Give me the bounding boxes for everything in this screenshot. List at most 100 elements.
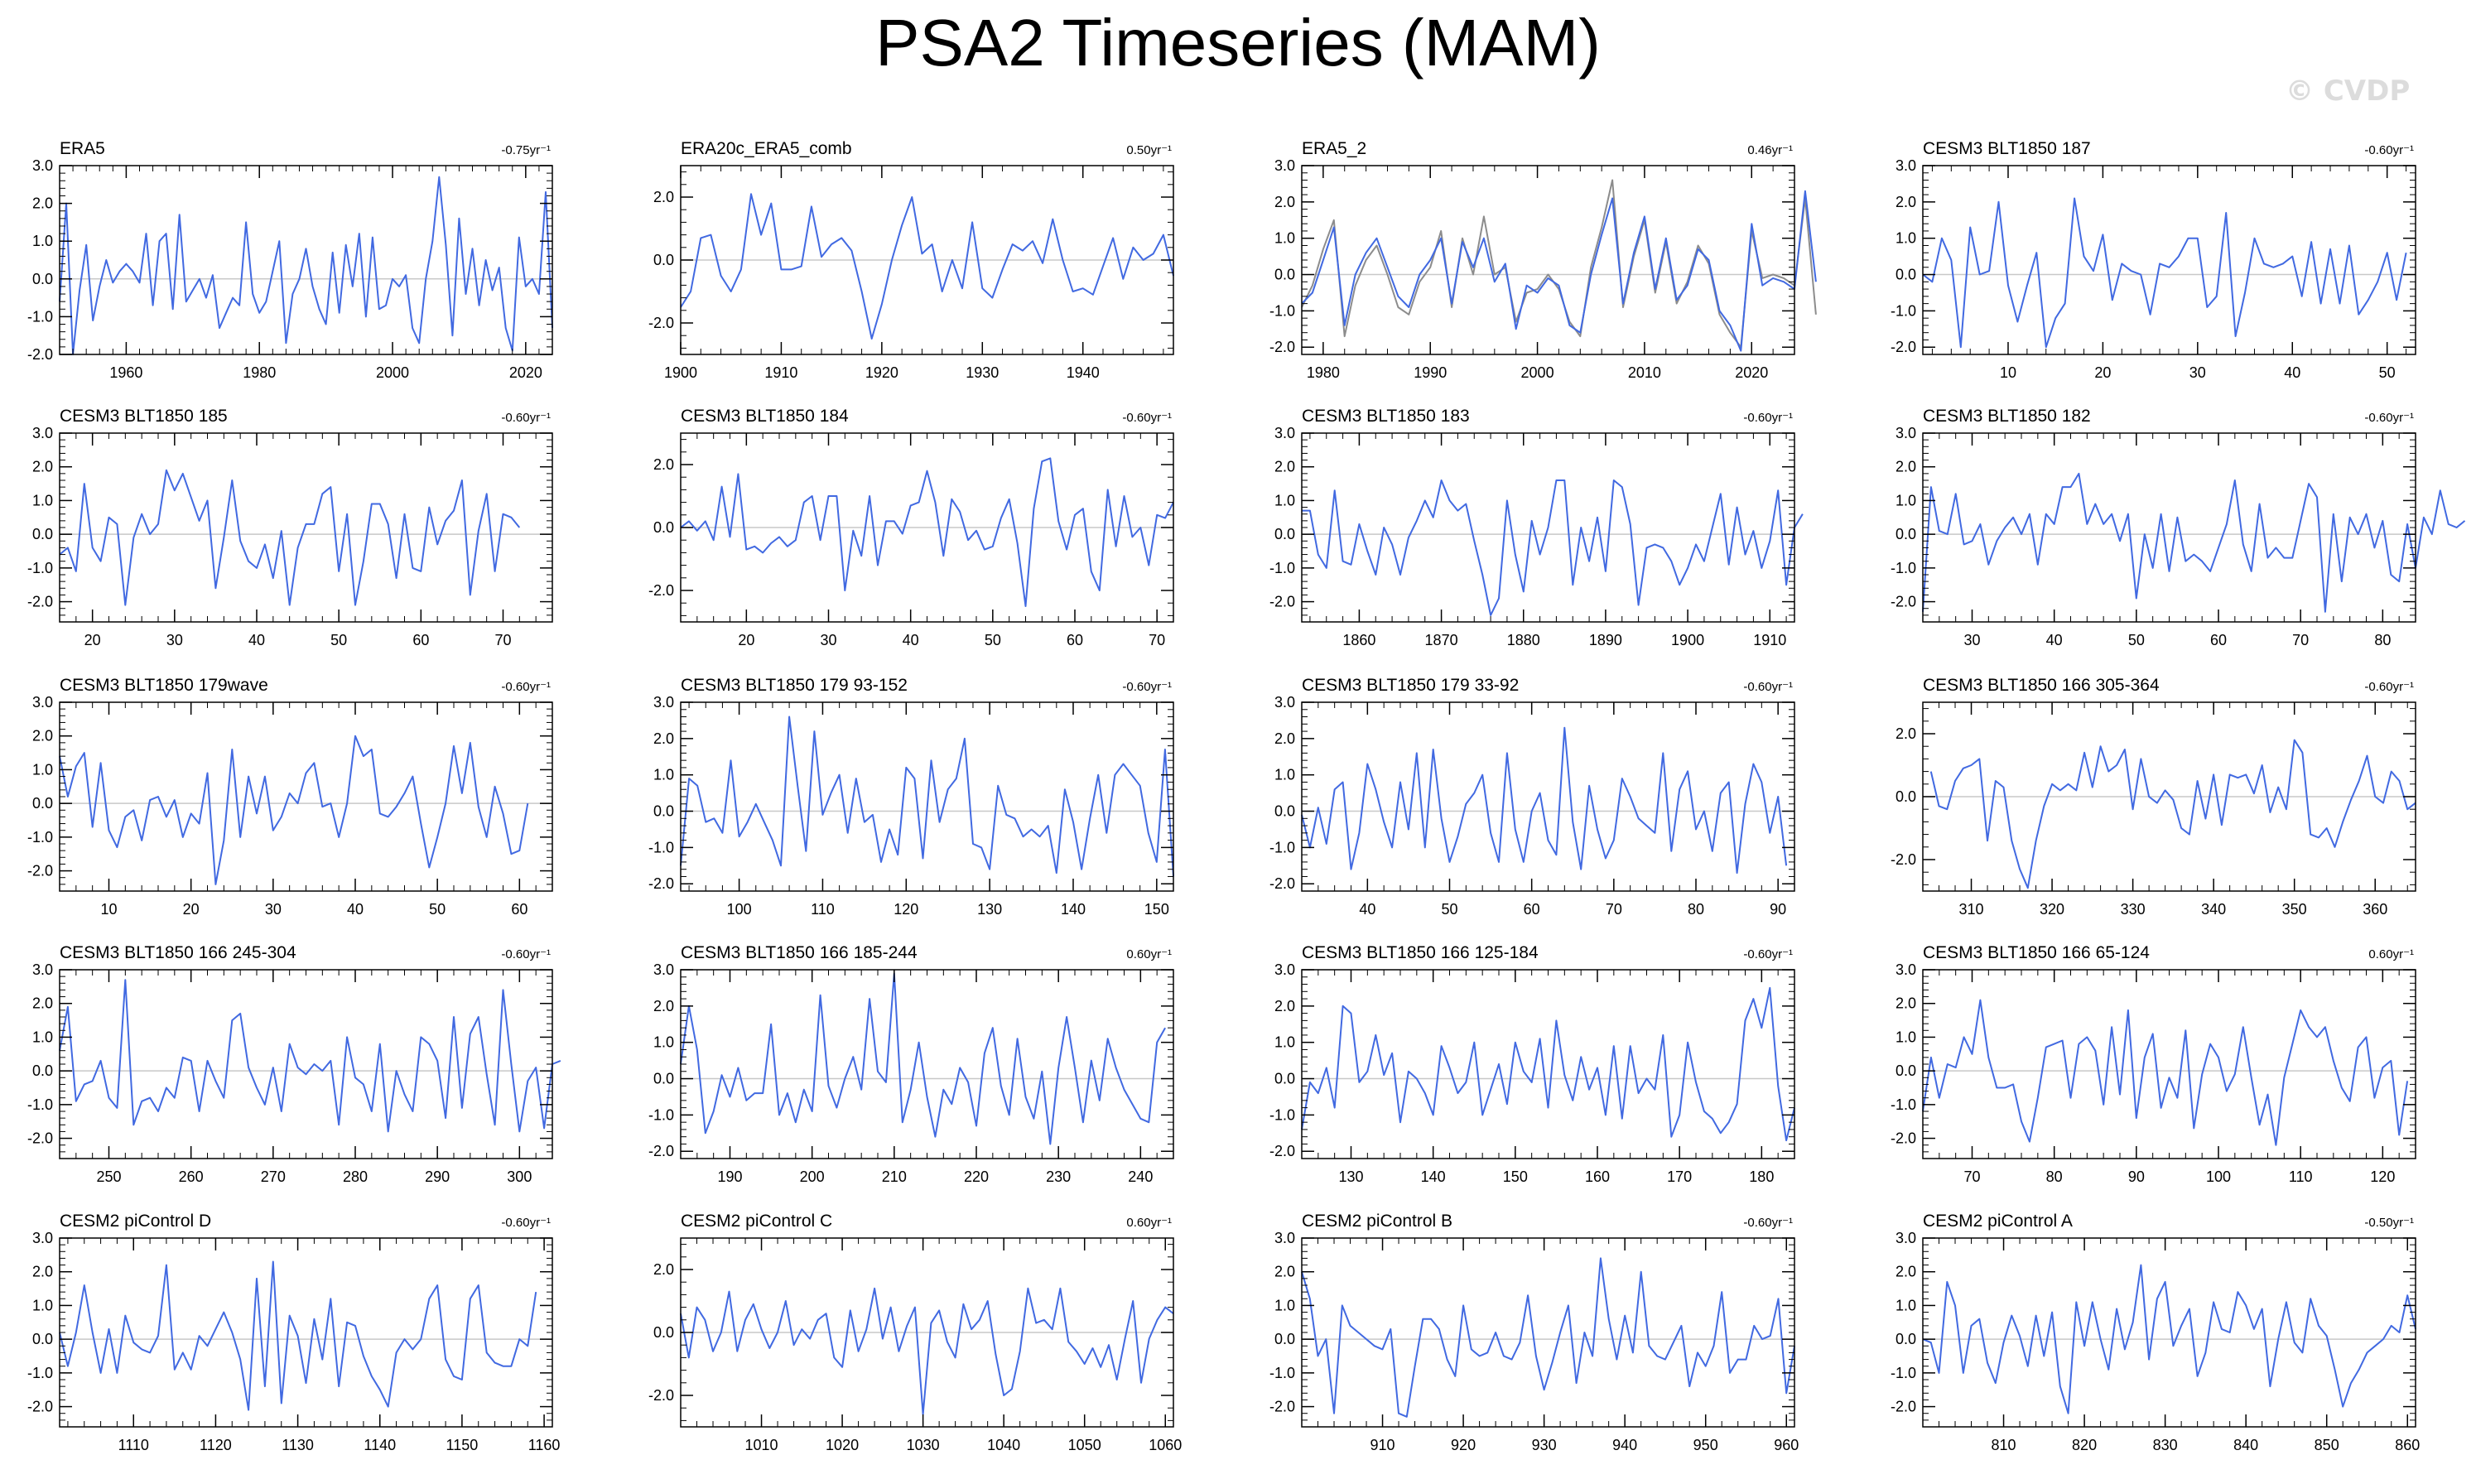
x-tick-label: 1990 bbox=[1414, 364, 1447, 381]
x-tick-label: 40 bbox=[2284, 364, 2300, 381]
y-tick-label: 0.0 bbox=[1896, 1331, 1916, 1347]
series-line-main bbox=[59, 735, 529, 885]
x-tick-label: 70 bbox=[1963, 1168, 1980, 1185]
x-tick-label: 240 bbox=[1128, 1168, 1153, 1185]
x-tick-label: 150 bbox=[1144, 901, 1169, 918]
panel-title: CESM3 BLT1850 179 93-152 bbox=[681, 676, 908, 695]
x-tick-label: 1870 bbox=[1425, 632, 1458, 648]
y-tick-label: 1.0 bbox=[32, 1297, 53, 1313]
chart-panel-3: ERA5_2 0.46yr⁻¹ 1980 1990 2000 2010 2020 -2.0 -1… bbox=[1269, 139, 1817, 381]
panel-trend-label: -0.60yr⁻¹ bbox=[501, 1216, 551, 1230]
x-tick-label: 130 bbox=[977, 901, 1002, 918]
y-tick-label: 2.0 bbox=[653, 730, 674, 747]
series-line-main bbox=[1922, 1264, 2416, 1414]
panel-title: CESM3 BLT1850 166 65-124 bbox=[1923, 943, 2150, 962]
x-tick-label: 320 bbox=[2040, 901, 2064, 918]
y-tick-label: -2.0 bbox=[27, 1130, 53, 1147]
series-line-main bbox=[1301, 986, 1795, 1142]
x-tick-label: 1120 bbox=[200, 1437, 232, 1453]
chart-panel-18: CESM2 piControl C 0.60yr⁻¹ 1010 1020 1030 104… bbox=[648, 1212, 1182, 1453]
x-tick-label: 30 bbox=[166, 632, 183, 648]
y-tick-label: 1.0 bbox=[1274, 1034, 1295, 1051]
series-line-main bbox=[680, 193, 1174, 340]
x-tick-label: 50 bbox=[985, 632, 1001, 648]
y-tick-label: 2.0 bbox=[1896, 725, 1916, 742]
y-tick-label: 2.0 bbox=[32, 995, 53, 1012]
y-tick-label: 2.0 bbox=[32, 195, 53, 212]
chart-panel-15: CESM3 BLT1850 166 125-184 -0.60yr⁻¹ 130 140… bbox=[1269, 943, 1795, 1185]
x-tick-label: 80 bbox=[2046, 1168, 2063, 1185]
x-tick-label: 940 bbox=[1612, 1437, 1637, 1453]
x-tick-label: 920 bbox=[1451, 1437, 1476, 1453]
series-line-main bbox=[680, 1287, 1174, 1415]
panel-trend-label: 0.60yr⁻¹ bbox=[1126, 947, 1172, 961]
x-tick-label: 50 bbox=[2128, 632, 2145, 648]
panel-title: CESM3 BLT1850 166 185-244 bbox=[681, 943, 918, 962]
y-tick-label: -1.0 bbox=[27, 560, 53, 576]
x-tick-label: 60 bbox=[1524, 901, 1540, 918]
plot-frame bbox=[59, 165, 553, 355]
y-tick-label: 2.0 bbox=[1896, 995, 1916, 1012]
series-line-main bbox=[59, 469, 521, 606]
x-tick-label: 30 bbox=[265, 901, 282, 918]
y-tick-label: -1.0 bbox=[648, 1106, 674, 1123]
y-tick-label: 0.0 bbox=[1896, 267, 1916, 283]
plot-frame bbox=[680, 701, 1174, 892]
panel-trend-label: -0.60yr⁻¹ bbox=[501, 680, 551, 694]
chart-panel-16: CESM3 BLT1850 166 65-124 0.60yr⁻¹ 70 80 90 10… bbox=[1891, 943, 2416, 1185]
panel-trend-label: -0.60yr⁻¹ bbox=[501, 411, 551, 425]
series-line-main bbox=[1301, 726, 1788, 874]
x-tick-label: 40 bbox=[248, 632, 265, 648]
x-tick-label: 50 bbox=[429, 901, 446, 918]
y-tick-label: -2.0 bbox=[27, 1399, 53, 1415]
y-tick-label: -2.0 bbox=[1891, 594, 1916, 610]
y-tick-label: 2.0 bbox=[1896, 1264, 1916, 1280]
y-tick-label: -2.0 bbox=[648, 875, 674, 892]
panel-trend-label: 0.50yr⁻¹ bbox=[1126, 143, 1172, 157]
x-tick-label: 1860 bbox=[1342, 632, 1375, 648]
x-tick-label: 60 bbox=[2210, 632, 2227, 648]
y-tick-label: -2.0 bbox=[1269, 339, 1295, 355]
x-tick-label: 120 bbox=[2370, 1168, 2395, 1185]
x-tick-label: 140 bbox=[1061, 901, 1086, 918]
chart-panel-5: CESM3 BLT1850 185 -0.60yr⁻¹ 20 30 40 50 60 70 -2… bbox=[27, 407, 553, 648]
x-tick-label: 40 bbox=[1359, 901, 1375, 918]
x-tick-label: 310 bbox=[1959, 901, 1984, 918]
y-tick-label: 0.0 bbox=[1274, 267, 1295, 283]
x-tick-label: 830 bbox=[2153, 1437, 2178, 1453]
y-tick-label: 1.0 bbox=[1274, 767, 1295, 783]
x-tick-label: 40 bbox=[2046, 632, 2063, 648]
series-line-main bbox=[1922, 197, 2407, 349]
y-tick-label: -2.0 bbox=[648, 582, 674, 599]
y-tick-label: 0.0 bbox=[1274, 1071, 1295, 1087]
chart-panel-10: CESM3 BLT1850 179 93-152 -0.60yr⁻¹ 100 110 1… bbox=[648, 676, 1174, 918]
x-tick-label: 50 bbox=[330, 632, 347, 648]
x-tick-label: 1920 bbox=[865, 364, 898, 381]
x-tick-label: 1110 bbox=[118, 1437, 149, 1453]
y-tick-label: 3.0 bbox=[1896, 961, 1916, 978]
plot-frame bbox=[59, 1237, 553, 1428]
x-tick-label: 110 bbox=[811, 901, 835, 918]
cvdp-watermark: © CVDP bbox=[2286, 75, 2411, 108]
y-tick-label: 2.0 bbox=[1274, 1264, 1295, 1280]
y-tick-label: 3.0 bbox=[1274, 157, 1295, 174]
x-tick-label: 250 bbox=[96, 1168, 121, 1185]
x-tick-label: 1130 bbox=[282, 1437, 314, 1453]
x-tick-label: 1890 bbox=[1589, 632, 1622, 648]
x-tick-label: 60 bbox=[1067, 632, 1083, 648]
y-tick-label: 3.0 bbox=[32, 1230, 53, 1246]
x-tick-label: 1140 bbox=[364, 1437, 396, 1453]
y-tick-label: 1.0 bbox=[653, 1034, 674, 1051]
x-tick-label: 260 bbox=[179, 1168, 204, 1185]
y-tick-label: -1.0 bbox=[1891, 560, 1916, 576]
x-tick-label: 90 bbox=[2128, 1168, 2145, 1185]
panel-trend-label: -0.60yr⁻¹ bbox=[1743, 680, 1793, 694]
x-tick-label: 930 bbox=[1532, 1437, 1557, 1453]
y-tick-label: 1.0 bbox=[32, 233, 53, 249]
panel-trend-label: -0.60yr⁻¹ bbox=[1122, 680, 1172, 694]
series-line-main bbox=[1929, 739, 2416, 889]
y-tick-label: 3.0 bbox=[1274, 1230, 1295, 1246]
x-tick-label: 220 bbox=[964, 1168, 989, 1185]
y-tick-label: -2.0 bbox=[1891, 339, 1916, 355]
